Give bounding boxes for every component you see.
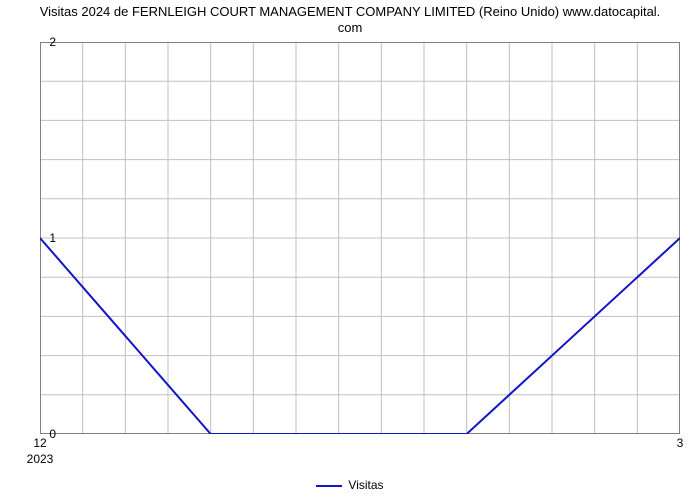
y-tick-label: 1 [49, 231, 56, 245]
title-line-2: com [338, 20, 363, 35]
title-line-1: Visitas 2024 de FERNLEIGH COURT MANAGEME… [40, 4, 661, 19]
y-tick-label: 0 [49, 427, 56, 441]
x-tick-label: 12 [33, 436, 46, 450]
y-tick-label: 2 [49, 35, 56, 49]
chart-title: Visitas 2024 de FERNLEIGH COURT MANAGEME… [0, 4, 700, 37]
chart-svg [40, 42, 680, 434]
plot-area [40, 42, 680, 434]
legend-label: Visitas [348, 478, 383, 492]
legend: Visitas [0, 478, 700, 492]
x-tick-label: 3 [677, 436, 684, 450]
legend-swatch [316, 485, 342, 487]
x-tick-sublabel: 2023 [27, 452, 54, 466]
